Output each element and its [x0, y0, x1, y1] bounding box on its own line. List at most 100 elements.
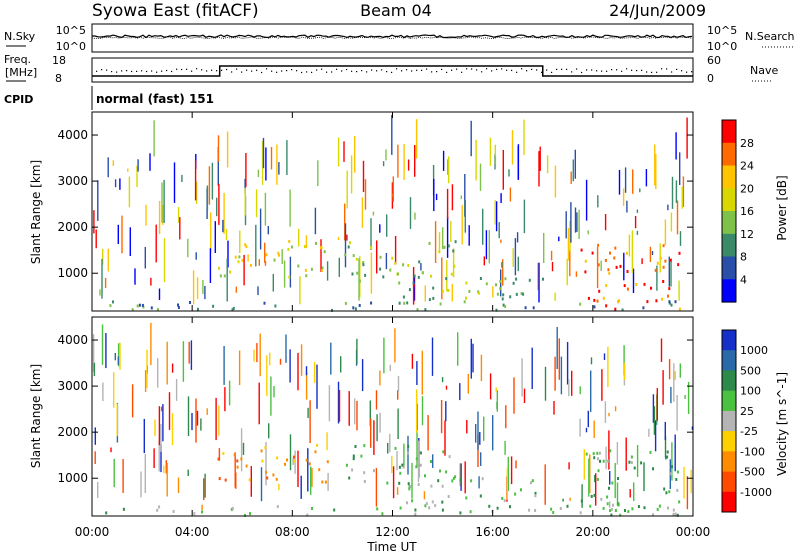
- echo-streak: [146, 349, 148, 388]
- echo-streak: [480, 354, 483, 382]
- echo-streak: [158, 440, 160, 472]
- freq-point: [411, 70, 413, 72]
- echo-streak: [117, 224, 119, 245]
- echo-cell: [520, 292, 523, 295]
- echo-streak: [93, 362, 96, 377]
- echo-streak: [391, 115, 393, 155]
- echo-cell: [407, 264, 410, 267]
- freq-point: [541, 71, 543, 73]
- freq-point: [391, 71, 393, 73]
- echo-streak: [470, 120, 472, 157]
- echo-streak: [633, 482, 635, 501]
- echo-streak: [523, 388, 526, 403]
- echo-cell: [602, 459, 605, 463]
- echo-streak: [144, 370, 147, 392]
- freq-label-line1: Freq.: [4, 53, 31, 66]
- echo-cell: [439, 469, 441, 473]
- freq-point: [101, 69, 103, 71]
- echo-cell: [274, 304, 277, 308]
- freq-point: [571, 71, 573, 73]
- echo-streak: [227, 240, 229, 268]
- echo-cell: [593, 493, 596, 497]
- echo-streak: [191, 413, 193, 431]
- echo-streak: [137, 159, 139, 172]
- echo-streak: [144, 454, 146, 494]
- echo-cell: [619, 264, 622, 268]
- echo-streak: [546, 155, 549, 174]
- echo-cell: [465, 296, 467, 300]
- freq-point: [611, 69, 613, 71]
- freq-point: [606, 70, 608, 72]
- noise-right-tick-top: 10^5: [707, 24, 737, 37]
- echo-cell: [389, 268, 392, 272]
- echo-streak: [643, 462, 645, 492]
- echo-cell: [592, 452, 595, 456]
- echo-streak: [441, 257, 443, 300]
- freq-point: [341, 70, 343, 72]
- echo-streak: [517, 144, 520, 180]
- echo-streak: [343, 141, 345, 162]
- echo-streak: [632, 169, 634, 194]
- echo-cell: [212, 304, 215, 308]
- freq-point: [686, 71, 688, 73]
- echo-cell: [677, 263, 680, 267]
- echo-streak: [601, 369, 603, 401]
- freq-point: [636, 70, 638, 72]
- echo-streak: [225, 228, 228, 241]
- colorbar-segment: [722, 350, 736, 371]
- echo-streak: [558, 338, 560, 380]
- echo-cell: [643, 506, 646, 510]
- echo-streak: [500, 193, 502, 204]
- echo-streak: [300, 475, 302, 499]
- echo-streak: [289, 349, 291, 383]
- echo-streak: [636, 230, 639, 235]
- echo-cell: [218, 266, 221, 270]
- echo-cell: [678, 500, 681, 504]
- echo-streak: [362, 160, 365, 192]
- freq-point: [251, 70, 253, 72]
- echo-cell: [264, 446, 267, 449]
- echo-streak: [373, 420, 375, 455]
- colorbar-segment: [722, 120, 736, 144]
- power-colorbar-label: Power [dB]: [775, 175, 789, 240]
- colorbar-segment: [722, 431, 736, 452]
- echo-cell: [286, 458, 288, 462]
- freq-point: [456, 68, 458, 70]
- echo-streak: [444, 420, 446, 456]
- echo-streak: [451, 283, 453, 302]
- echo-streak: [300, 344, 303, 376]
- echo-streak: [594, 474, 596, 483]
- echo-streak: [590, 357, 593, 365]
- echo-cell: [402, 263, 405, 267]
- echo-cell: [318, 468, 321, 472]
- echo-cell: [419, 463, 422, 467]
- echo-streak: [435, 193, 438, 201]
- freq-panel-frame: [91, 57, 694, 83]
- echo-cell: [495, 283, 497, 287]
- echo-streak: [668, 256, 670, 287]
- x-tick-label: 04:00: [175, 525, 210, 539]
- echo-cell: [625, 251, 628, 255]
- echo-streak: [305, 372, 308, 400]
- echo-cell: [275, 477, 278, 481]
- echo-cell: [156, 508, 159, 512]
- echo-streak: [468, 225, 470, 246]
- freq-point: [331, 71, 333, 73]
- echo-streak: [364, 179, 367, 210]
- station-title: Syowa East (fitACF): [92, 1, 259, 21]
- echo-streak: [485, 230, 488, 260]
- echo-cell: [584, 270, 587, 274]
- echo-streak: [242, 442, 245, 455]
- freq-point: [596, 70, 598, 72]
- echo-cell: [347, 245, 350, 249]
- freq-point: [446, 71, 448, 73]
- echo-streak: [171, 363, 174, 373]
- echo-streak: [179, 217, 181, 240]
- echo-cell: [623, 284, 626, 288]
- echo-streak: [451, 184, 454, 211]
- echo-streak: [348, 391, 350, 426]
- echo-cell: [386, 481, 389, 485]
- echo-cell: [290, 245, 293, 249]
- echo-streak: [604, 401, 607, 423]
- echo-cell: [356, 271, 359, 275]
